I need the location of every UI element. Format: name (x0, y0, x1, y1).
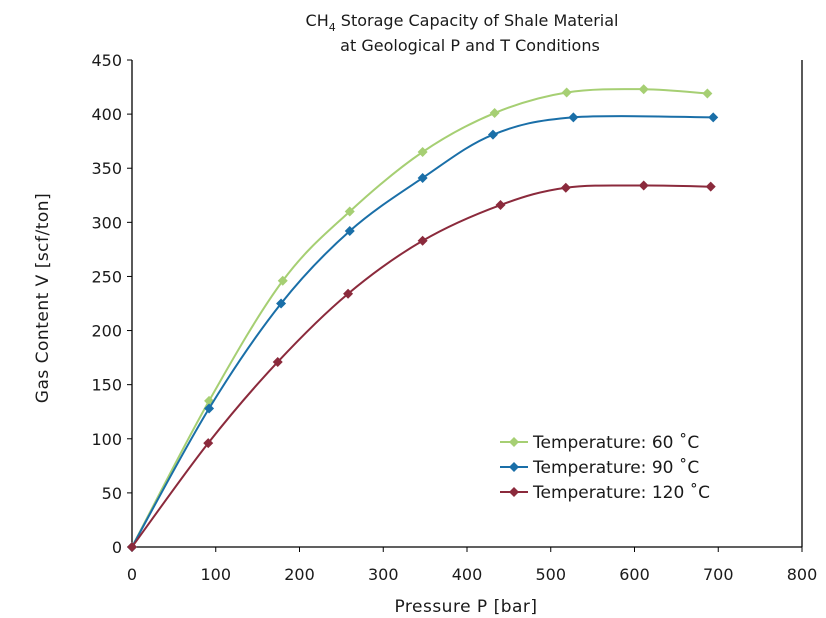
data-point (638, 84, 649, 95)
x-tick-label: 300 (368, 565, 399, 584)
title-prefix: CH (306, 11, 329, 30)
y-tick-label: 150 (91, 376, 122, 395)
data-point (495, 200, 506, 211)
x-tick-label: 500 (535, 565, 566, 584)
y-tick-label: 250 (91, 267, 122, 286)
data-point (560, 182, 571, 193)
data-point (344, 225, 355, 236)
series-1 (127, 84, 713, 552)
y-tick-label: 0 (112, 538, 122, 557)
x-tick-label: 0 (127, 565, 137, 584)
data-point (276, 298, 287, 309)
y-tick-label: 50 (102, 484, 122, 503)
legend-item: Temperature: 60 ˚C (500, 432, 699, 453)
data-point (204, 403, 215, 414)
data-point (638, 180, 649, 191)
data-point (343, 288, 354, 299)
data-point (702, 88, 713, 99)
series-2 (127, 112, 719, 552)
series-line (131, 184, 711, 548)
x-tick-label: 400 (452, 565, 483, 584)
x-tick-label: 200 (284, 565, 315, 584)
series-3 (127, 180, 716, 552)
series-line (131, 88, 708, 548)
legend: Temperature: 60 ˚C Temperature: 90 ˚C Temp… (500, 432, 710, 503)
axes (131, 60, 803, 548)
data-point (561, 87, 572, 98)
legend-label: Temperature: 60 ˚C (532, 432, 699, 453)
legend-label: Temperature: 90 ˚C (532, 457, 699, 478)
y-tick-label: 450 (91, 51, 122, 70)
data-point (344, 206, 355, 217)
legend-item: Temperature: 90 ˚C (500, 457, 699, 478)
data-point (417, 172, 428, 183)
data-point (705, 181, 716, 192)
legend-label: Temperature: 120 ˚C (532, 482, 710, 503)
y-tick-label: 350 (91, 159, 122, 178)
legend-marker (509, 487, 519, 497)
data-point (417, 146, 428, 157)
y-axis-title: Gas Content V [scf/ton] (33, 193, 53, 403)
title-rest: Storage Capacity of Shale Material (336, 11, 619, 30)
data-point (203, 438, 214, 449)
legend-item: Temperature: 120 ˚C (500, 482, 710, 503)
data-point (708, 112, 719, 123)
x-tick-label: 700 (703, 565, 734, 584)
x-tick-label: 800 (787, 565, 818, 584)
legend-marker (509, 437, 519, 447)
data-point (417, 235, 428, 246)
x-axis-ticks: 0 100 200 300 400 500 600 700 800 (127, 547, 817, 584)
title-subscript: 4 (329, 21, 336, 34)
y-axis-ticks: 0 50 100 150 200 250 300 350 400 450 (91, 51, 132, 557)
data-point (489, 108, 500, 119)
x-axis-title: Pressure P [bar] (394, 597, 537, 617)
y-tick-label: 400 (91, 105, 122, 124)
legend-marker (509, 462, 519, 472)
y-tick-label: 300 (91, 213, 122, 232)
series-layer (127, 84, 719, 552)
y-tick-label: 200 (91, 322, 122, 341)
y-tick-label: 100 (91, 430, 122, 449)
data-point (277, 275, 288, 286)
data-point (272, 356, 283, 367)
chart-title: CH4 Storage Capacity of Shale Material a… (306, 11, 619, 55)
x-tick-label: 600 (619, 565, 650, 584)
x-tick-label: 100 (200, 565, 231, 584)
chart-title-line1: CH4 Storage Capacity of Shale Material (306, 11, 619, 34)
data-point (127, 542, 137, 552)
data-point (568, 112, 579, 123)
data-point (487, 129, 498, 140)
chart-title-line2: at Geological P and T Conditions (340, 36, 600, 55)
